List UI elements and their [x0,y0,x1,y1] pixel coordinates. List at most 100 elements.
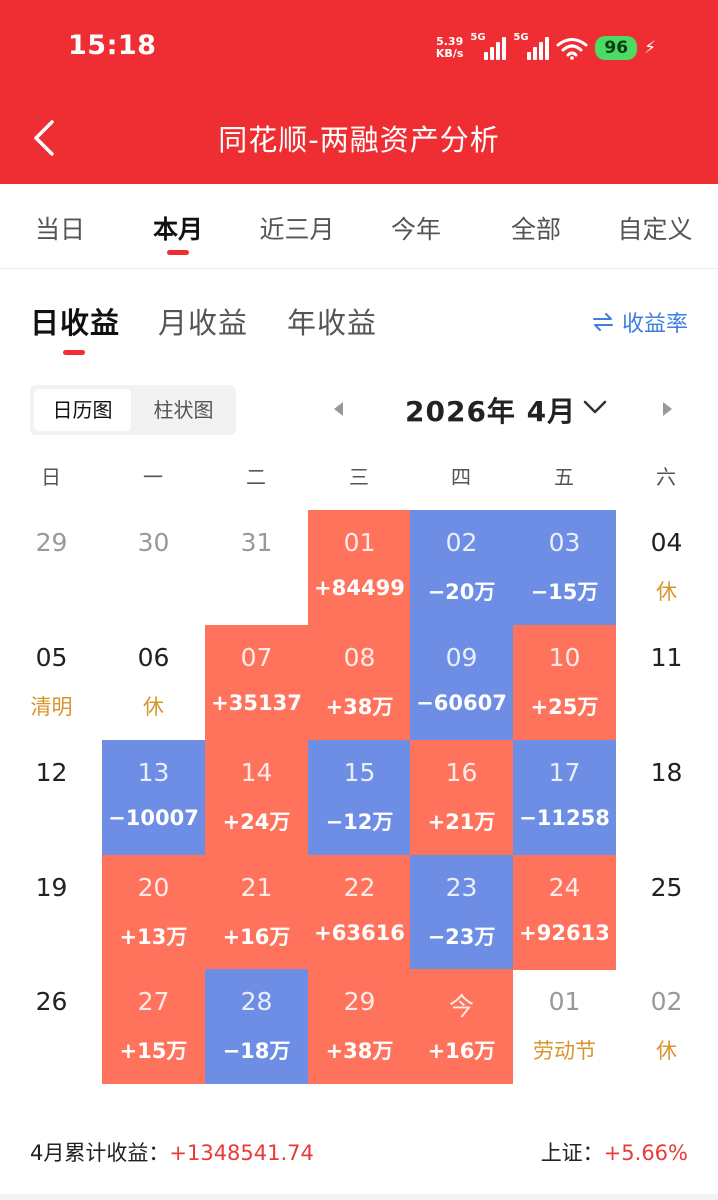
calendar-day-cell[interactable]: 02 −20万 [410,510,513,625]
calendar-day-cell[interactable]: 02 休 [615,969,718,1084]
calendar-day-profit: +63616 [314,921,405,945]
tab-daily-profit[interactable]: 日收益 [30,306,121,340]
month-label[interactable]: 2026年 4月 [405,395,577,428]
calendar-day-cell[interactable]: 07 +35137 [205,625,308,740]
calendar-day-profit: −11258 [519,806,610,830]
calendar-day-profit: +38万 [325,695,394,719]
calendar-day-cell[interactable]: 20 +13万 [102,855,205,970]
tab-this-month[interactable]: 本月 [152,215,203,244]
tab-last-three-months[interactable]: 近三月 [259,215,335,244]
calendar-day-cell[interactable]: 21 +16万 [205,855,308,970]
calendar-day-number: 27 [137,987,170,1016]
calendar-day-cell[interactable]: 13 −10007 [102,740,205,855]
calendar-day-cell[interactable]: 10 +25万 [513,625,616,740]
calendar-day-cell[interactable]: 06 休 [102,625,205,740]
calendar-day-cell[interactable]: 05 清明 [0,625,103,740]
calendar-day-cell[interactable]: 15 −12万 [308,740,411,855]
calendar-day-cell[interactable]: 27 +15万 [102,969,205,1084]
calendar-day-cell[interactable]: 09 −60607 [410,625,513,740]
calendar-day-profit: −60607 [416,691,507,715]
calendar-day-cell[interactable]: 18 [615,740,718,855]
calendar-day-cell[interactable]: 今 +16万 [410,969,513,1084]
chevron-down-icon[interactable] [582,398,608,416]
calendar-day-number: 13 [137,758,170,787]
calendar-day-cell[interactable]: 03 −15万 [513,510,616,625]
view-toggle: 日历图 柱状图 [30,385,236,435]
triangle-left-icon[interactable] [331,399,345,419]
calendar-day-number: 29 [343,987,376,1016]
swap-icon [592,313,613,331]
calendar-day-cell[interactable]: 11 [615,625,718,740]
calendar-day-cell[interactable]: 01 +84499 [308,510,411,625]
calendar-day-cell[interactable]: 01 劳动节 [513,969,616,1084]
calendar-day-number: 20 [137,873,170,902]
triangle-right-icon[interactable] [661,399,675,419]
month-total-value: +1348541.74 [169,1141,314,1165]
calendar-day-cell[interactable]: 17 −11258 [513,740,616,855]
signal-icon: 5G [470,32,507,60]
calendar-day-cell[interactable]: 14 +24万 [205,740,308,855]
tab-monthly-profit[interactable]: 月收益 [158,306,249,340]
calendar-day-profit: +92613 [519,921,610,945]
calendar-day-cell[interactable]: 25 [615,855,718,970]
back-arrow-icon[interactable] [30,118,60,158]
calendar-day-cell[interactable]: 28 −18万 [205,969,308,1084]
calendar-day-cell[interactable]: 29 [0,510,103,625]
status-icons: 5.39 KB/s 5G 5G 96 ⚡ [436,32,656,64]
calendar-day-cell[interactable]: 08 +38万 [308,625,411,740]
calendar-day-number: 18 [650,758,683,787]
calendar-day-number: 10 [548,643,581,672]
calendar-day-profit: +38万 [325,1039,394,1063]
signal-1-label: 5G [470,32,486,43]
calendar-day-number: 25 [650,873,683,902]
calendar-day-cell[interactable]: 24 +92613 [513,855,616,970]
calendar-day-number: 今 [448,992,474,1021]
calendar-day-cell[interactable]: 19 [0,855,103,970]
calendar-day-profit: +35137 [211,691,302,715]
calendar-day-cell[interactable]: 22 +63616 [308,855,411,970]
calendar-day-number: 12 [35,758,68,787]
calendar-day-cell[interactable]: 23 −23万 [410,855,513,970]
calendar-day-cell[interactable]: 12 [0,740,103,855]
tab-yearly-profit[interactable]: 年收益 [287,306,378,340]
status-time: 15:18 [68,30,157,61]
calendar-day-cell[interactable]: 30 [102,510,205,625]
calendar-day-number: 05 [35,643,68,672]
rate-toggle-button[interactable]: 收益率 [592,306,688,338]
tab-this-year[interactable]: 今年 [390,215,441,244]
calendar-day-profit: −23万 [427,925,496,949]
calendar-day-cell[interactable]: 26 [0,969,103,1084]
tab-all[interactable]: 全部 [510,215,561,244]
calendar-day-profit: +15万 [119,1039,188,1063]
calendar-day-cell[interactable]: 29 +38万 [308,969,411,1084]
index-value: +5.66% [603,1141,688,1165]
calendar-day-profit: −18万 [222,1039,291,1063]
calendar-day-cell[interactable]: 16 +21万 [410,740,513,855]
view-bar-chart-option[interactable]: 柱状图 [153,398,214,422]
network-speed: 5.39 KB/s [436,36,463,60]
calendar-day-holiday: 清明 [30,695,73,719]
network-speed-unit: KB/s [435,47,464,60]
calendar-day-number: 28 [240,987,273,1016]
calendar-day-profit: −12万 [325,810,394,834]
wifi-icon [556,38,588,60]
page-title: 同花顺-两融资产分析 [218,123,500,157]
calendar-day-number: 06 [137,643,170,672]
calendar-day-number: 07 [240,643,273,672]
weekday-label: 三 [349,465,369,489]
signal-2-label: 5G [513,32,529,43]
index-change: 上证：+5.66% [541,1137,688,1167]
calendar-day-profit: +25万 [530,695,599,719]
calendar-day-cell[interactable]: 04 休 [615,510,718,625]
battery-icon: 96 [595,36,638,60]
calendar-day-profit: −20万 [427,580,496,604]
calendar-day-profit: −15万 [530,580,599,604]
tab-today[interactable]: 当日 [34,215,85,244]
calendar-day-number: 29 [35,528,68,557]
calendar-day-cell[interactable]: 31 [205,510,308,625]
tab-custom[interactable]: 自定义 [617,215,693,244]
view-calendar-option[interactable]: 日历图 [34,389,131,431]
month-total-label: 4月累计收益： [30,1141,170,1165]
calendar-day-number: 02 [650,987,683,1016]
calendar-day-number: 23 [445,873,478,902]
